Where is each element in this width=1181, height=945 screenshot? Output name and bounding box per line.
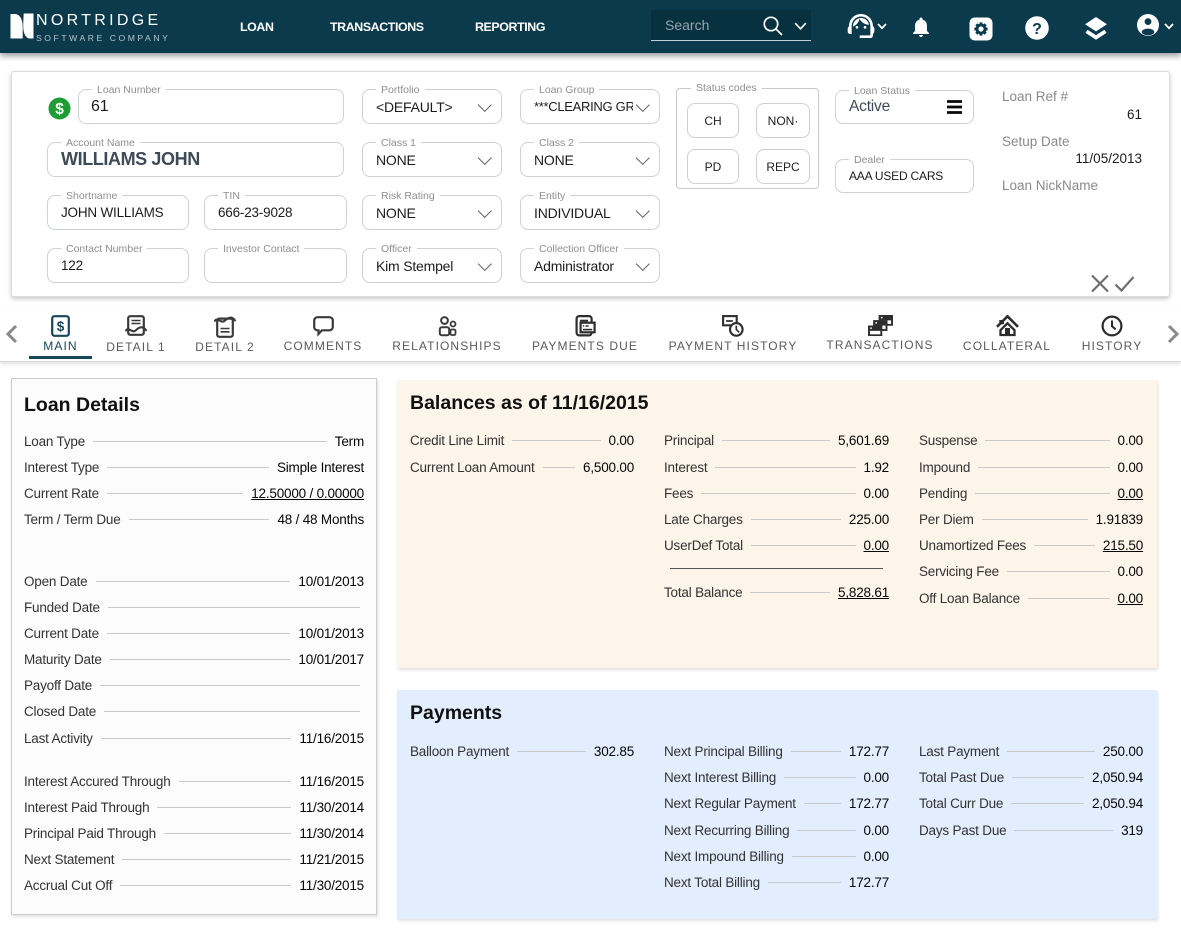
svg-text:$: $ (55, 101, 64, 118)
svg-text:?: ? (1032, 21, 1042, 38)
svg-text:$: $ (57, 319, 65, 334)
